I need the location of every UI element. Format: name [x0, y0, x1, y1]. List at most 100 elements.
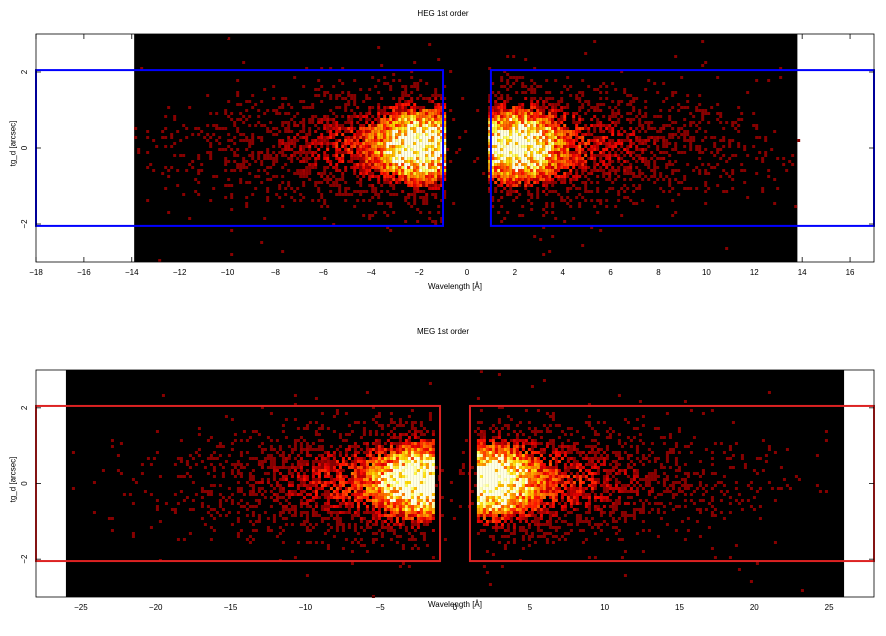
heg-count-cell	[362, 175, 366, 178]
meg-count-cell	[431, 493, 435, 496]
heg-count-cell	[536, 196, 540, 199]
heg-count-cell	[386, 142, 390, 145]
meg-count-cell	[341, 481, 345, 484]
meg-count-cell	[392, 484, 396, 487]
heg-count-cell	[587, 133, 591, 136]
meg-count-cell	[356, 457, 360, 460]
heg-count-cell	[503, 148, 507, 151]
heg-count-cell	[251, 133, 255, 136]
heg-count-cell	[419, 151, 423, 154]
heg-count-cell	[782, 157, 786, 160]
meg-count-cell	[428, 439, 432, 442]
meg-count-cell	[422, 481, 426, 484]
heg-count-cell	[671, 94, 675, 97]
heg-count-cell	[506, 172, 510, 175]
meg-count-cell	[353, 484, 357, 487]
heg-count-cell	[353, 145, 357, 148]
meg-count-cell	[116, 469, 120, 472]
meg-count-cell	[332, 460, 336, 463]
heg-count-cell	[581, 181, 585, 184]
meg-count-cell	[377, 454, 381, 457]
meg-count-cell	[392, 493, 396, 496]
heg-count-cell	[212, 133, 216, 136]
meg-count-cell	[338, 436, 342, 439]
meg-count-cell	[209, 514, 213, 517]
heg-count-cell	[497, 211, 501, 214]
heg-count-cell	[608, 163, 612, 166]
heg-count-cell	[401, 163, 405, 166]
meg-count-cell	[386, 439, 390, 442]
heg-count-cell	[770, 148, 774, 151]
heg-count-cell	[200, 163, 204, 166]
meg-count-cell	[431, 502, 435, 505]
heg-count-cell	[368, 142, 372, 145]
heg-count-cell	[578, 127, 582, 130]
heg-count-cell	[326, 130, 330, 133]
heg-count-cell	[494, 145, 498, 148]
heg-count-cell	[362, 172, 366, 175]
heg-count-cell	[500, 112, 504, 115]
heg-count-cell	[353, 139, 357, 142]
heg-count-cell	[182, 124, 186, 127]
meg-count-cell	[425, 490, 429, 493]
heg-count-cell	[458, 136, 462, 139]
heg-count-cell	[509, 163, 513, 166]
meg-count-cell	[392, 454, 396, 457]
heg-count-cell	[551, 106, 555, 109]
heg-count-cell	[509, 148, 513, 151]
meg-count-cell	[365, 475, 369, 478]
meg-count-cell	[293, 448, 297, 451]
meg-count-cell	[329, 460, 333, 463]
heg-count-cell	[389, 178, 393, 181]
meg-count-cell	[419, 475, 423, 478]
meg-count-cell	[323, 502, 327, 505]
heg-count-cell	[437, 115, 441, 118]
heg-count-cell	[419, 79, 423, 82]
heg-count-cell	[356, 154, 360, 157]
heg-count-cell	[548, 145, 552, 148]
meg-count-cell	[371, 517, 375, 520]
meg-count-cell	[410, 454, 414, 457]
meg-count-cell	[398, 493, 402, 496]
heg-count-cell	[404, 130, 408, 133]
heg-count-cell	[572, 160, 576, 163]
heg-count-cell	[398, 136, 402, 139]
heg-count-cell	[230, 139, 234, 142]
meg-count-cell	[479, 478, 483, 481]
meg-count-cell	[482, 466, 486, 469]
heg-count-cell	[401, 139, 405, 142]
meg-count-cell	[410, 487, 414, 490]
heg-count-cell	[686, 106, 690, 109]
meg-count-cell	[269, 496, 273, 499]
heg-count-cell	[176, 184, 180, 187]
meg-count-cell	[407, 508, 411, 511]
heg-count-cell	[329, 124, 333, 127]
heg-count-cell	[608, 187, 612, 190]
meg-count-cell	[386, 490, 390, 493]
meg-count-cell	[326, 496, 330, 499]
heg-count-cell	[533, 181, 537, 184]
meg-count-cell	[305, 526, 309, 529]
heg-count-cell	[293, 172, 297, 175]
heg-count-cell	[392, 73, 396, 76]
meg-count-cell	[71, 451, 75, 454]
heg-count-cell	[389, 202, 393, 205]
heg-count-cell	[482, 172, 486, 175]
heg-count-cell	[515, 148, 519, 151]
heg-count-cell	[431, 136, 435, 139]
meg-count-cell	[404, 487, 408, 490]
meg-count-cell	[302, 496, 306, 499]
heg-count-cell	[437, 160, 441, 163]
meg-count-cell	[335, 475, 339, 478]
heg-count-cell	[341, 127, 345, 130]
heg-count-cell	[698, 172, 702, 175]
heg-count-cell	[407, 163, 411, 166]
heg-count-cell	[227, 115, 231, 118]
heg-count-cell	[386, 154, 390, 157]
heg-count-cell	[575, 94, 579, 97]
heg-count-cell	[284, 154, 288, 157]
meg-chart: −25 −20 −15 −10 −5 0 5 10 15 20 25−202	[20, 369, 875, 612]
heg-count-cell	[398, 121, 402, 124]
heg-count-cell	[524, 112, 528, 115]
meg-count-cell	[344, 439, 348, 442]
